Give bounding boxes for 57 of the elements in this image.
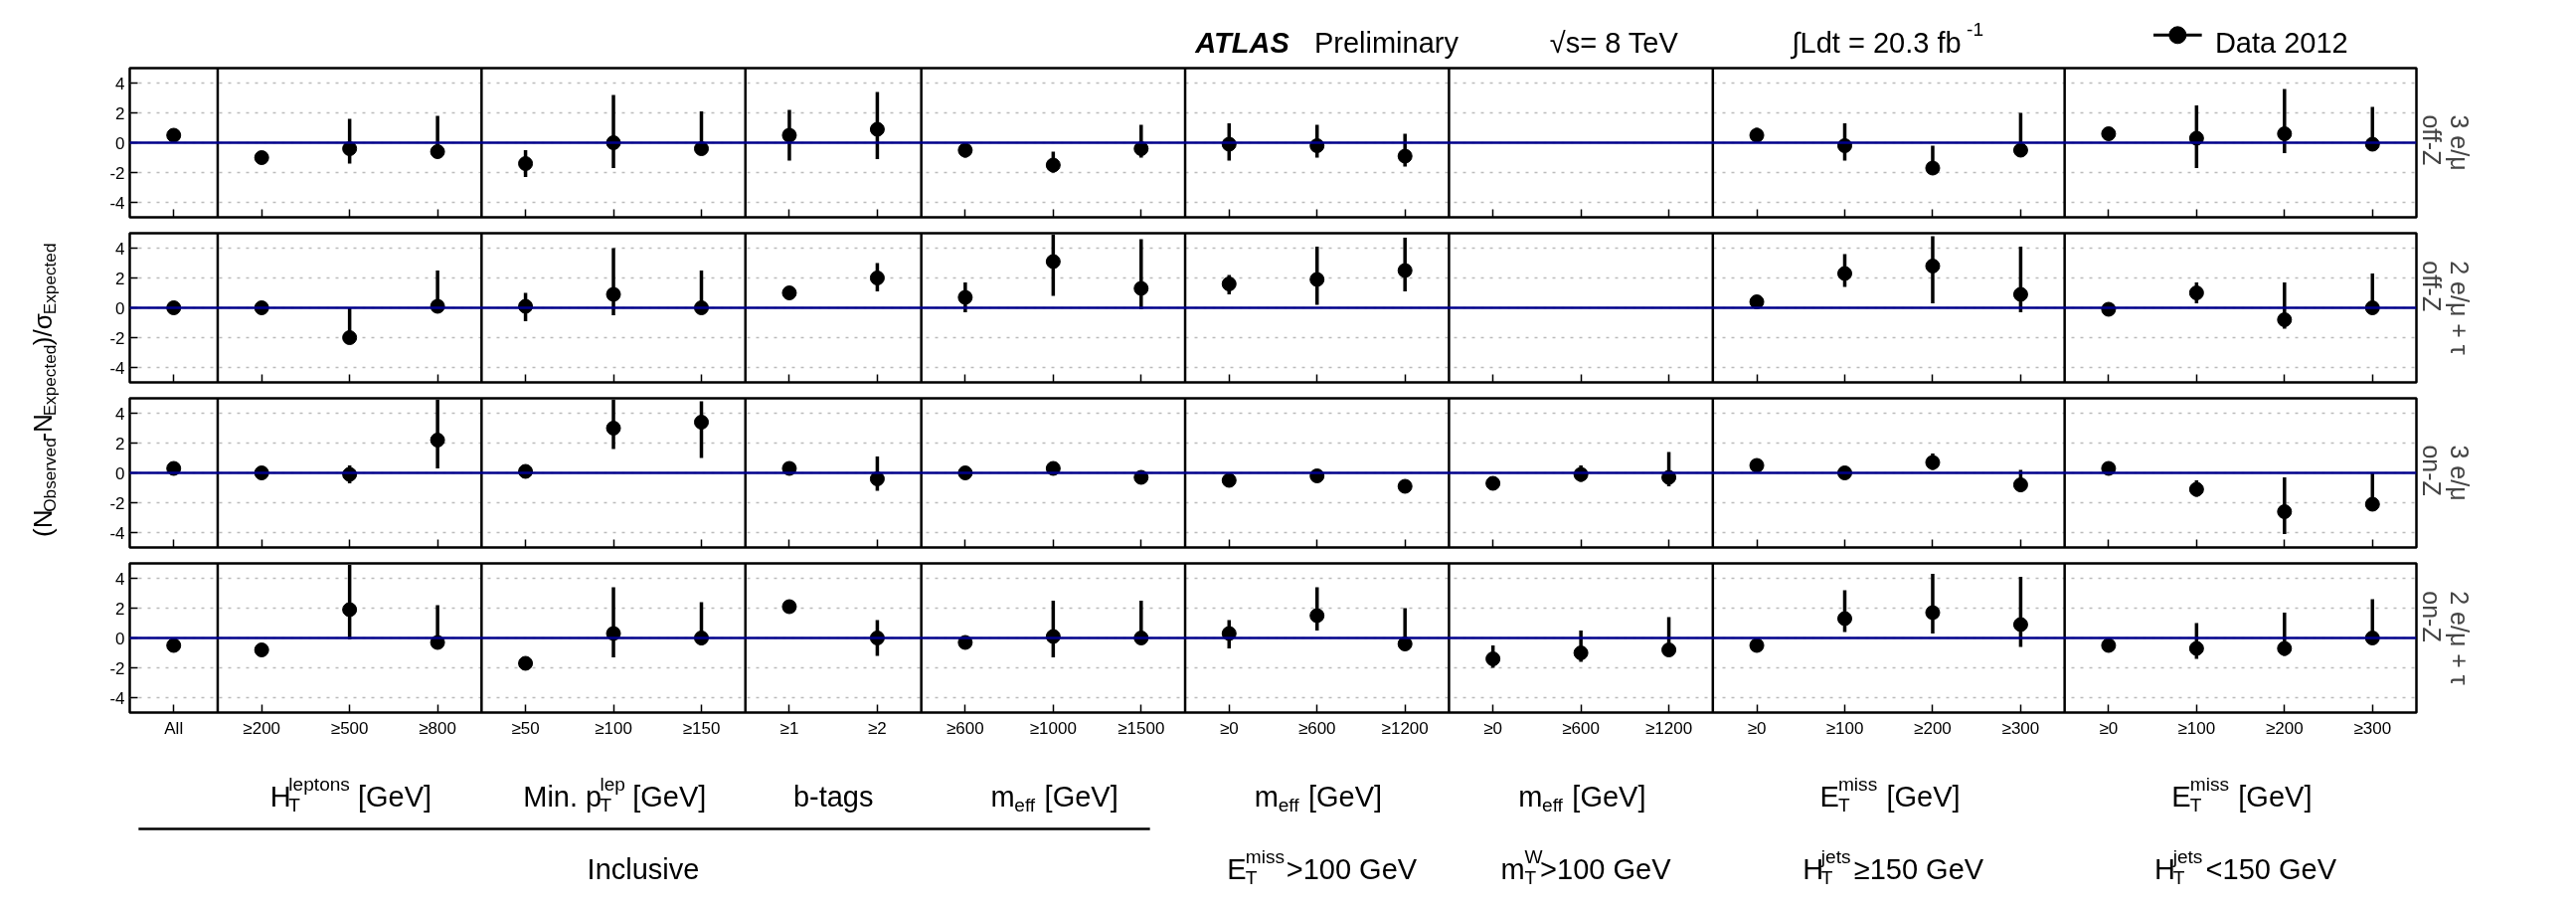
text: ATLAS: [1194, 26, 1290, 59]
y-tick-label: 0: [115, 463, 125, 483]
y-tick-label: -4: [109, 193, 125, 213]
y-tick-label: -2: [109, 328, 125, 348]
x-tick-label: ≥1500: [1117, 718, 1165, 738]
text: √s= 8 TeV: [1549, 26, 1679, 59]
x-tick-label: ≥200: [243, 718, 281, 738]
x-tick-label: ≥0: [1219, 718, 1239, 738]
y-tick-label: -2: [109, 163, 125, 183]
y-tick-label: 2: [115, 434, 125, 453]
y-tick-label: -2: [109, 493, 125, 513]
text: Inclusive: [587, 853, 700, 886]
text: 2 e/μ + τ on-Z: [2417, 591, 2474, 685]
x-tick-label: ≥300: [2353, 718, 2392, 738]
y-tick-label: -4: [109, 358, 125, 378]
y-tick-label: 2: [115, 269, 125, 288]
x-tick-label: ≥300: [2001, 718, 2040, 738]
x-tick-label: ≥1200: [1381, 718, 1429, 738]
x-tick-label: All: [164, 718, 184, 738]
x-tick-label: ≥100: [1825, 718, 1864, 738]
y-tick-label: -4: [109, 688, 125, 708]
x-tick-label: ≥0: [2099, 718, 2119, 738]
x-tick-label: ≥0: [1747, 718, 1767, 738]
x-tick-label: ≥50: [511, 718, 540, 738]
y-tick-label: 0: [115, 133, 125, 153]
text: Preliminary: [1313, 26, 1460, 59]
y-tick-label: 4: [115, 74, 125, 93]
x-tick-label: ≥800: [419, 718, 456, 738]
text: 2 e/μ + τ off-Z: [2417, 261, 2474, 355]
x-tick-label: ≥600: [1562, 718, 1600, 738]
text: b-tags: [792, 781, 874, 814]
x-tick-label: ≥0: [1483, 718, 1503, 738]
legend-label: Data 2012: [2214, 26, 2348, 59]
x-tick-label: ≥150: [682, 718, 721, 738]
x-tick-label: ≥100: [2177, 718, 2216, 738]
y-tick-label: 0: [115, 298, 125, 318]
text: 3 e/μ on-Z: [2417, 445, 2474, 501]
y-tick-label: -4: [109, 523, 125, 543]
x-tick-label: ≥1000: [1029, 718, 1077, 738]
y-tick-label: 2: [115, 599, 125, 619]
x-tick-label: ≥600: [1297, 718, 1336, 738]
x-tick-label: ≥200: [1914, 718, 1952, 738]
y-tick-label: 4: [115, 404, 125, 424]
x-tick-label: ≥1: [779, 718, 799, 738]
x-tick-label: ≥1200: [1645, 718, 1693, 738]
y-tick-label: 4: [115, 239, 125, 259]
text: 3 e/μ off-Z: [2417, 114, 2474, 171]
x-tick-label: ≥2: [868, 718, 887, 738]
x-tick-label: ≥600: [946, 718, 984, 738]
y-axis-title: (NObserved-NExpected)/σExpected: [27, 243, 60, 538]
x-tick-label: ≥200: [2265, 718, 2304, 738]
y-tick-label: 2: [115, 103, 125, 123]
x-tick-label: ≥500: [330, 718, 369, 738]
y-tick-label: 0: [115, 629, 125, 648]
y-tick-label: -2: [109, 658, 125, 678]
x-tick-label: ≥100: [595, 718, 632, 738]
y-tick-label: 4: [115, 569, 125, 589]
